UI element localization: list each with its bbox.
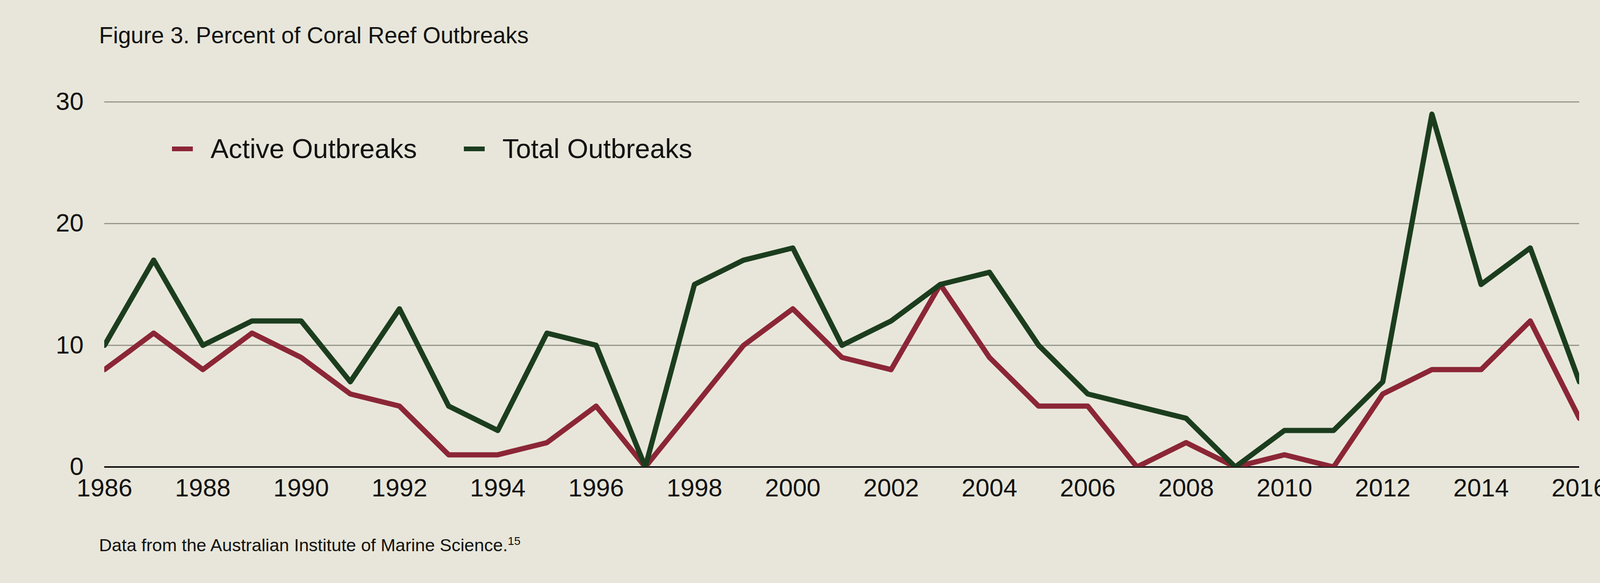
svg-text:1996: 1996 (568, 473, 624, 502)
svg-text:1992: 1992 (371, 473, 428, 502)
svg-text:2014: 2014 (1453, 473, 1509, 502)
svg-text:2008: 2008 (1158, 473, 1214, 502)
html-text:Active Outbreaks: Active Outbreaks (210, 133, 417, 164)
svg-text:2016: 2016 (1551, 473, 1600, 502)
svg-text:1990: 1990 (273, 473, 329, 502)
svg-text:0: 0 (69, 452, 84, 480)
html-text:Data from the Australian Insti: Data from the Australian Institute of Ma… (99, 534, 521, 555)
svg-text:2010: 2010 (1256, 473, 1313, 502)
html-text:Total Outbreaks: Total Outbreaks (502, 133, 693, 164)
svg-text:2012: 2012 (1355, 473, 1411, 502)
svg-text:2002: 2002 (863, 473, 919, 502)
svg-text:2006: 2006 (1060, 473, 1116, 502)
svg-text:10: 10 (55, 330, 84, 359)
svg-text:1988: 1988 (175, 473, 231, 502)
svg-text:2004: 2004 (961, 473, 1018, 502)
svg-text:1994: 1994 (470, 473, 526, 502)
svg-text:30: 30 (55, 87, 84, 116)
svg-text:2000: 2000 (765, 473, 821, 502)
svg-text:1986: 1986 (76, 473, 133, 502)
svg-text:20: 20 (55, 208, 84, 237)
svg-text:1998: 1998 (666, 473, 723, 502)
html-text:Figure 3. Percent of Coral Ree: Figure 3. Percent of Coral Reef Outbreak… (99, 22, 529, 48)
